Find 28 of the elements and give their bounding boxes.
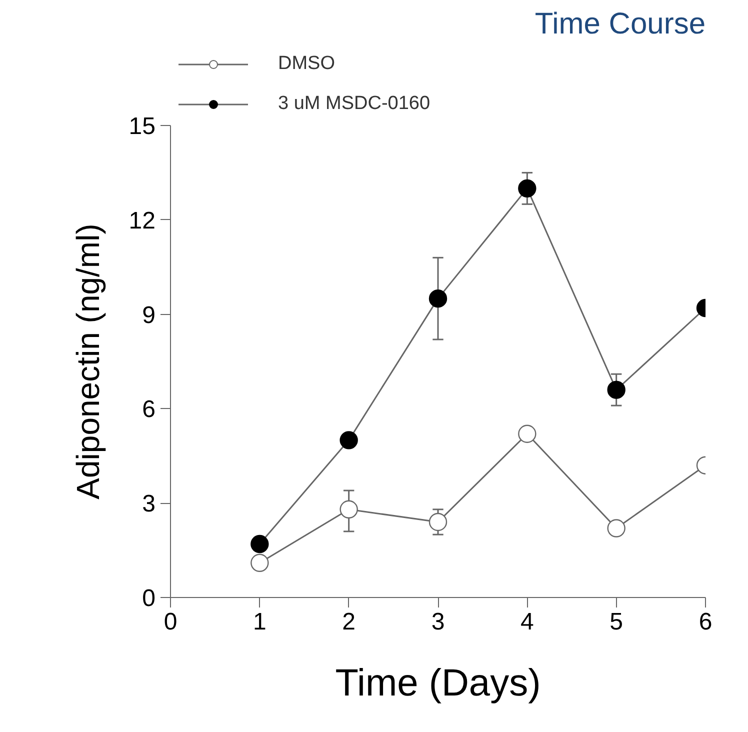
y-tick-label: 12 xyxy=(128,207,156,234)
x-tick-label: 2 xyxy=(342,608,356,636)
x-tick-label: 4 xyxy=(520,608,534,636)
point xyxy=(607,380,626,399)
y-tick-label: 9 xyxy=(142,302,156,329)
y-axis-title: Adiponectin (ng/ml) xyxy=(70,224,106,500)
y-tick-label: 0 xyxy=(142,585,156,612)
x-tick-label: 1 xyxy=(252,608,266,636)
point xyxy=(428,289,448,308)
point xyxy=(340,500,358,518)
x-axis-title: Time (Days) xyxy=(335,662,541,704)
legend-label: 3 uM MSDC-0160 xyxy=(278,93,430,115)
point xyxy=(518,424,536,443)
x-tick-label: 6 xyxy=(698,608,712,636)
point xyxy=(607,519,626,538)
legend-label: DMSO xyxy=(278,53,335,75)
x-tick-label: 5 xyxy=(610,608,624,636)
point xyxy=(250,534,269,554)
y-tick-label: 3 xyxy=(142,490,156,518)
x-tick-label: 0 xyxy=(164,608,178,636)
y-tick-label: 6 xyxy=(142,396,156,424)
x-tick-label: 3 xyxy=(431,608,445,636)
point xyxy=(428,512,448,532)
point xyxy=(250,554,269,572)
point xyxy=(518,179,536,198)
point xyxy=(340,431,358,450)
chart-title: Time Course xyxy=(534,8,706,40)
y-tick-label: 15 xyxy=(128,113,156,140)
